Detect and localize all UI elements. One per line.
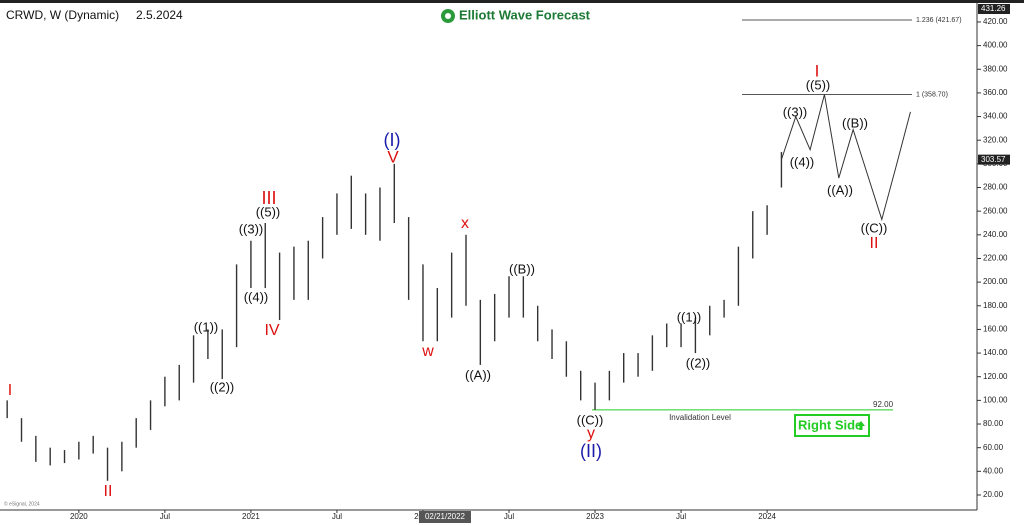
brand-logo-inner xyxy=(445,13,451,19)
wave-label: x xyxy=(461,215,469,232)
y-tick-label: 360.00 xyxy=(983,88,1008,97)
level-label: 92.00 xyxy=(873,400,894,409)
right-side-button[interactable] xyxy=(794,414,870,437)
x-tick-label: 2020 xyxy=(70,512,88,521)
right-side-label[interactable]: Right Side xyxy=(798,417,862,432)
y-tick-label: 120.00 xyxy=(983,372,1008,381)
price-marker-box xyxy=(978,4,1010,14)
y-tick-label: 60.00 xyxy=(983,443,1004,452)
y-tick-label: 80.00 xyxy=(983,419,1004,428)
wave-label: II xyxy=(870,235,879,252)
wave-label: y xyxy=(587,425,595,442)
projection-line xyxy=(780,94,911,222)
price-marker-label: 431.26 xyxy=(981,4,1006,13)
x-tick-label: 2023 xyxy=(586,512,604,521)
x-tick-label: 2021 xyxy=(242,512,260,521)
wave-label: ((C)) xyxy=(577,412,604,427)
wave-label: ((4)) xyxy=(244,289,269,304)
x-tick-label: Jul xyxy=(676,512,686,521)
date: 2.5.2024 xyxy=(136,8,183,22)
top-border xyxy=(0,0,1024,3)
level-label: 1.236 (421.67) xyxy=(916,17,962,24)
wave-label: ((5)) xyxy=(256,204,281,219)
wave-label: ((A)) xyxy=(827,182,853,197)
y-tick-label: 140.00 xyxy=(983,348,1008,357)
wave-label: IV xyxy=(264,322,279,339)
y-tick-label: 40.00 xyxy=(983,466,1004,475)
y-tick-label: 180.00 xyxy=(983,301,1008,310)
wave-label: I xyxy=(815,61,820,80)
y-tick-label: 100.00 xyxy=(983,395,1008,404)
level-note: Invalidation Level xyxy=(669,413,731,422)
y-tick-label: 320.00 xyxy=(983,135,1008,144)
wave-label: ((A)) xyxy=(465,367,491,382)
wave-label: (II) xyxy=(580,441,602,461)
wave-label: ((3)) xyxy=(239,221,264,236)
y-tick-label: 20.00 xyxy=(983,490,1004,499)
y-tick-label: 240.00 xyxy=(983,230,1008,239)
wave-label: I xyxy=(8,382,12,399)
wave-label: ((3)) xyxy=(783,104,808,119)
level-label: 1 (358.70) xyxy=(916,91,948,98)
wave-label: ((5)) xyxy=(806,77,831,92)
wave-label: ((B)) xyxy=(842,115,868,130)
wave-label: II xyxy=(104,483,113,500)
copyright: © eSignal, 2024 xyxy=(4,500,40,507)
x-tick-label: 2024 xyxy=(758,512,776,521)
wave-label: ((C)) xyxy=(861,220,888,235)
y-tick-label: 400.00 xyxy=(983,41,1008,50)
wave-label: ((2)) xyxy=(210,379,235,394)
y-tick-label: 340.00 xyxy=(983,112,1008,121)
wave-label: III xyxy=(261,188,276,208)
price-marker-box xyxy=(978,154,1010,165)
crosshair-date: 02/21/2022 xyxy=(425,512,466,521)
wave-label: ((1)) xyxy=(677,309,702,324)
y-tick-label: 380.00 xyxy=(983,64,1008,73)
y-tick-label: 200.00 xyxy=(983,277,1008,286)
y-tick-label: 160.00 xyxy=(983,325,1008,334)
wave-label: ((2)) xyxy=(686,355,711,370)
wave-label: (I) xyxy=(384,130,401,150)
symbol: CRWD, W (Dynamic) xyxy=(6,8,119,22)
y-tick-label: 420.00 xyxy=(983,17,1008,26)
up-arrow-icon xyxy=(857,421,865,430)
y-tick-label: 260.00 xyxy=(983,206,1008,215)
x-tick-label: Jul xyxy=(332,512,342,521)
price-marker-label: 303.57 xyxy=(981,155,1006,164)
x-tick-label: Jul xyxy=(160,512,170,521)
brand: Elliott Wave Forecast xyxy=(459,7,591,22)
wave-label: ((B)) xyxy=(509,261,535,276)
y-tick-label: 220.00 xyxy=(983,254,1008,263)
x-tick-label: Jul xyxy=(504,512,514,521)
crosshair-date-box xyxy=(418,511,471,523)
wave-label: w xyxy=(421,343,434,360)
y-tick-label: 280.00 xyxy=(983,183,1008,192)
wave-label: ((1)) xyxy=(194,319,219,334)
wave-label: ((4)) xyxy=(790,154,815,169)
wave-label: V xyxy=(387,147,399,166)
